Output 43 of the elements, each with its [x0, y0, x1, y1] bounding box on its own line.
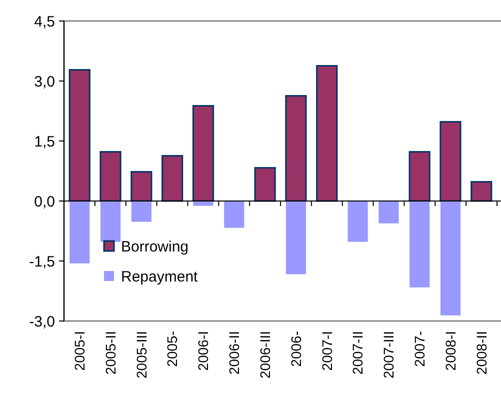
- legend-label: Borrowing: [121, 238, 189, 256]
- x-tick-label: 2006-I: [195, 331, 212, 371]
- x-tick-label: 2007-: [411, 330, 428, 367]
- bar: [224, 201, 244, 228]
- bar: [286, 201, 306, 274]
- bar: [410, 201, 430, 288]
- x-tick-label: 2008-II: [473, 331, 490, 375]
- x-tick-label: 2006-: [288, 330, 304, 367]
- x-tick-label: 2007-I: [318, 331, 335, 371]
- x-tick-label: 2008-I: [442, 331, 458, 371]
- bar: [192, 105, 214, 202]
- x-tick-label: 2005-: [164, 330, 180, 367]
- bar: [348, 201, 368, 242]
- bar: [440, 201, 461, 316]
- x-tick-label: 2007-II: [350, 331, 366, 375]
- bar: [131, 201, 152, 222]
- x-tick-label: 2005-I: [72, 331, 88, 371]
- bar: [254, 167, 276, 202]
- bar: [378, 201, 399, 224]
- bar: [193, 201, 214, 206]
- bar: [70, 201, 90, 264]
- y-tick-label: 4,5: [34, 13, 55, 30]
- bar: [130, 171, 152, 202]
- bar: [68, 69, 90, 202]
- bar: [100, 151, 122, 202]
- bar: [100, 201, 121, 242]
- y-tick-label: -1,5: [29, 253, 55, 270]
- legend-label: Repayment: [121, 268, 199, 286]
- y-tick-label: -3,0: [29, 313, 55, 330]
- x-tick-label: 2005-III: [133, 331, 150, 378]
- x-tick-label: 2005-II: [102, 331, 118, 375]
- y-tick-label: 3,0: [34, 73, 55, 90]
- x-tick-label: 2006-II: [226, 331, 242, 375]
- bar: [408, 151, 430, 202]
- bar: [470, 181, 492, 202]
- bar: [285, 95, 307, 202]
- y-tick-label: 1,5: [34, 133, 55, 150]
- bar: [162, 155, 184, 202]
- bar: [316, 65, 338, 202]
- x-tick-label: 2007-III: [380, 331, 397, 378]
- bar: [440, 121, 462, 202]
- y-tick-label: 0,0: [34, 193, 55, 210]
- x-tick-label: 2006-III: [256, 331, 273, 378]
